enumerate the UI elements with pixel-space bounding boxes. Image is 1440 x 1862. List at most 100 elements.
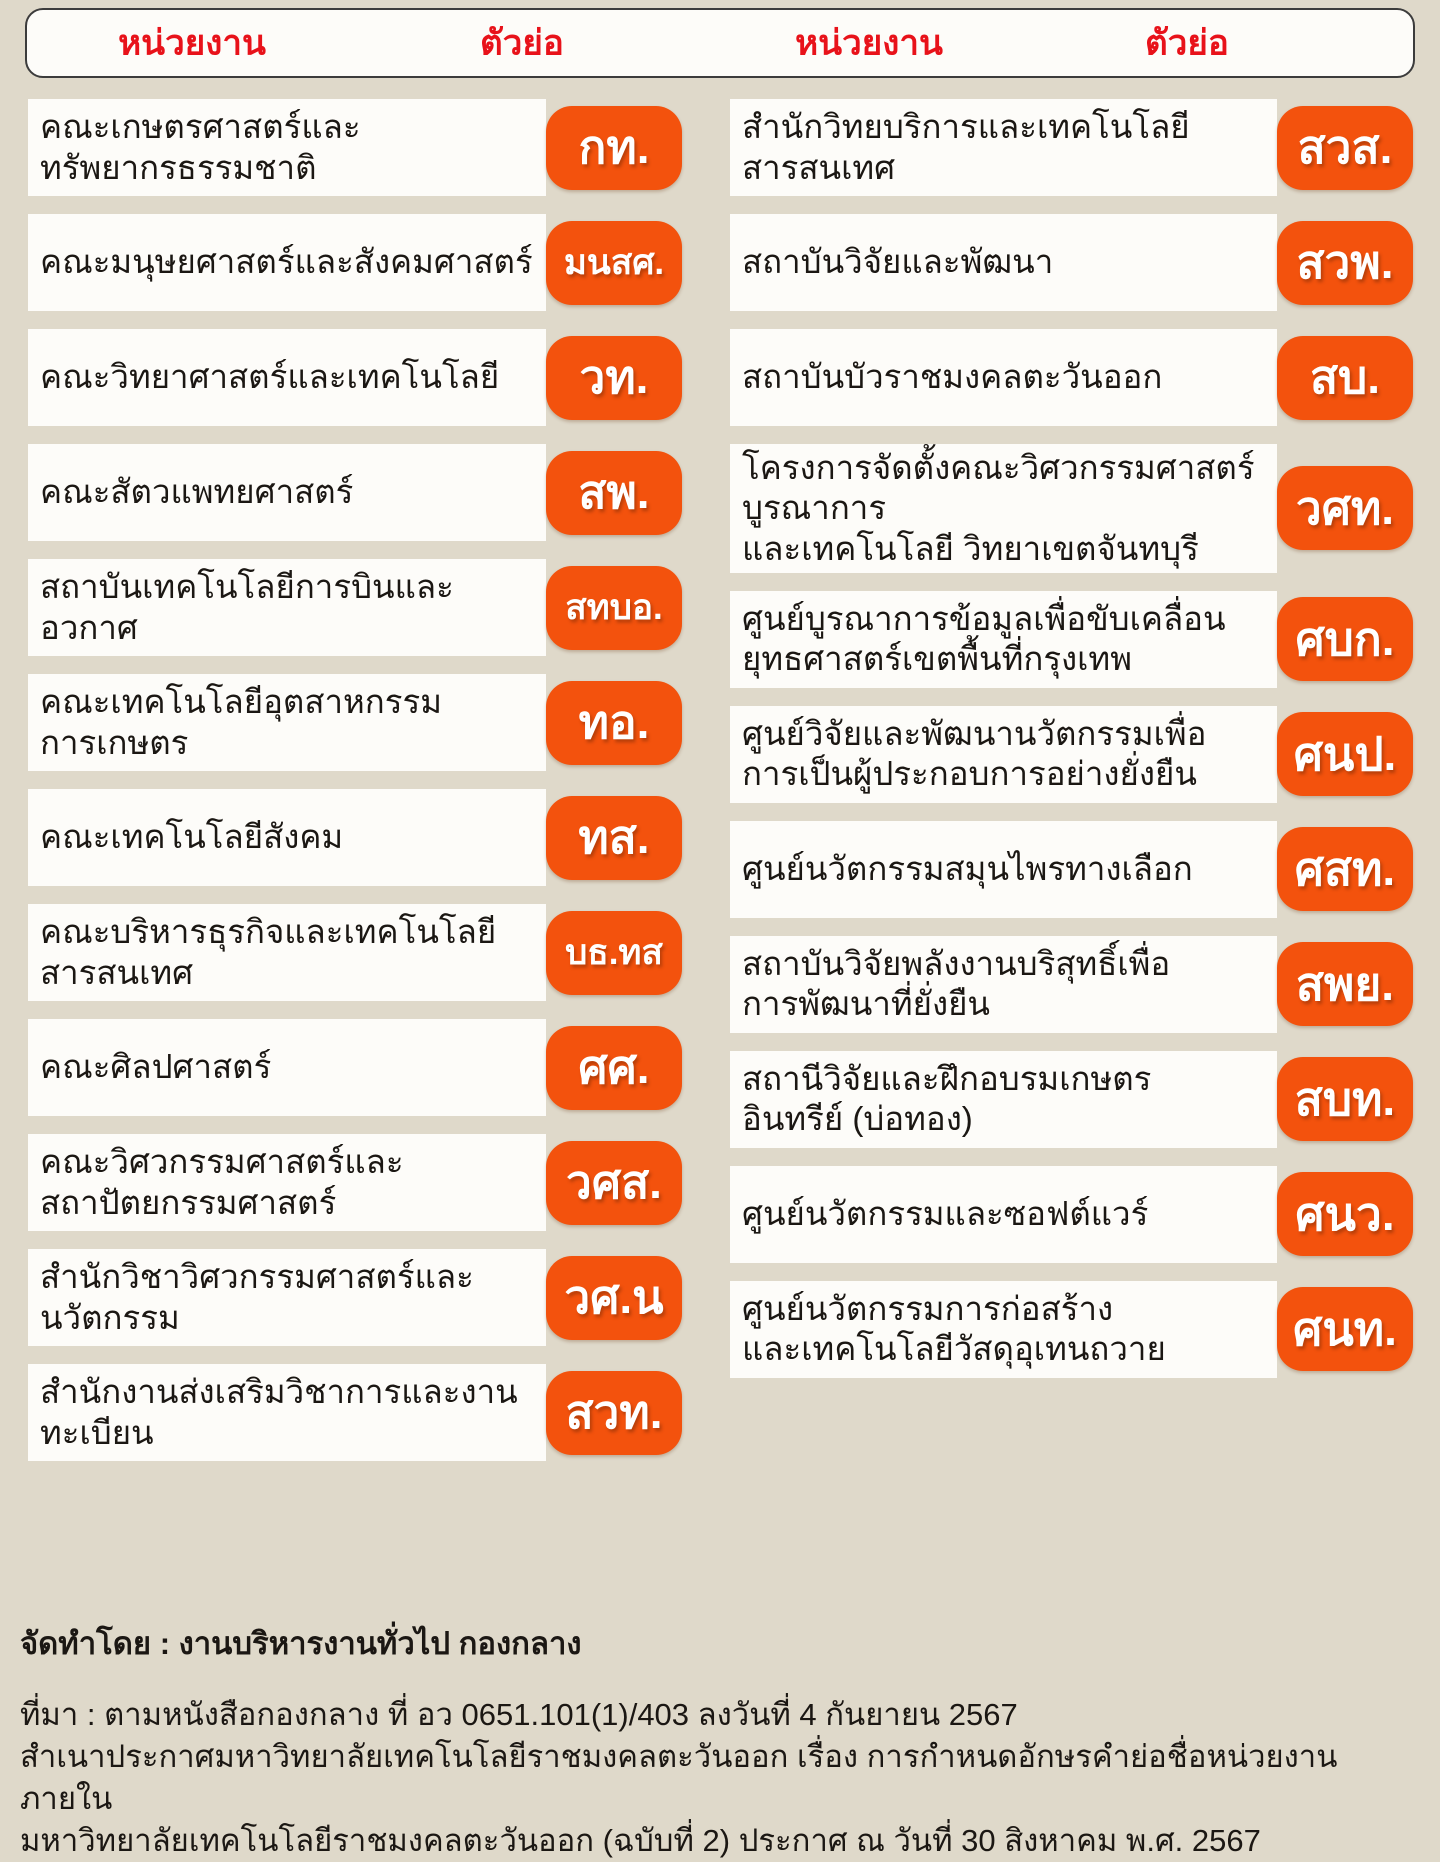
abbr-label: สพ. <box>578 466 650 518</box>
org-row: คณะวิศวกรรมศาสตร์และ สถาปัตยกรรมศาสตร์ ว… <box>28 1134 682 1231</box>
abbr-badge: สบท. <box>1277 1057 1413 1142</box>
abbr-badge: ศนท. <box>1277 1287 1413 1372</box>
abbr-badge: ทอ. <box>546 680 682 765</box>
org-row: คณะบริหารธุรกิจและเทคโนโลยีสารสนเทศ บธ.ท… <box>28 904 682 1001</box>
abbr-badge: ศบก. <box>1277 597 1413 682</box>
abbr-label: ศนว. <box>1295 1187 1395 1240</box>
org-row-box: สถาบันเทคโนโลยีการบินและอวกาศ <box>28 559 546 656</box>
org-name: สถาบันวิจัยและพัฒนา <box>742 243 1054 281</box>
abbr-badge: ศสท. <box>1277 827 1413 912</box>
org-name: คณะวิศวกรรมศาสตร์และ สถาปัตยกรรมศาสตร์ <box>40 1143 404 1221</box>
org-row: สำนักวิทยบริการและเทคโนโลยีสารสนเทศ สวส. <box>730 99 1413 196</box>
abbr-badge: วศส. <box>546 1140 682 1225</box>
org-row: คณะเทคโนโลยีสังคม ทส. <box>28 789 682 886</box>
org-row-box: ศูนย์นวัตกรรมและซอฟต์แวร์ <box>730 1165 1277 1263</box>
abbr-badge: วศ.น <box>546 1255 682 1340</box>
org-row: คณะเทคโนโลยีอุตสาหกรรมการเกษตร ทอ. <box>28 674 682 771</box>
abbr-label: บธ.ทส <box>565 933 663 972</box>
org-row: สถาบันบัวราชมงคลตะวันออก สบ. <box>730 329 1413 426</box>
org-row: โครงการจัดตั้งคณะวิศวกรรมศาสตร์บูรณาการ … <box>730 444 1413 573</box>
org-name: สถาบันบัวราชมงคลตะวันออก <box>742 358 1163 396</box>
abbr-label: ศศ. <box>578 1041 650 1093</box>
org-row-box: คณะสัตวแพทยศาสตร์ <box>28 444 546 541</box>
org-name: คณะบริหารธุรกิจและเทคโนโลยีสารสนเทศ <box>40 913 497 991</box>
org-name: คณะสัตวแพทยศาสตร์ <box>40 473 354 511</box>
prepared-by-line: จัดทำโดย : งานบริหารงานทั่วไป กองกลาง <box>20 1626 582 1661</box>
org-row-box: คณะเกษตรศาสตร์และทรัพยากรธรรมชาติ <box>28 99 546 196</box>
abbr-label: วศส. <box>566 1156 662 1208</box>
org-name: คณะวิทยาศาสตร์และเทคโนโลยี <box>40 358 500 396</box>
org-row-box: โครงการจัดตั้งคณะวิศวกรรมศาสตร์บูรณาการ … <box>730 444 1277 573</box>
abbr-label: ทส. <box>578 811 650 863</box>
source-line-3: มหาวิทยาลัยเทคโนโลยีราชมงคลตะวันออก (ฉบั… <box>20 1823 1261 1858</box>
abbr-label: สบ. <box>1309 351 1381 403</box>
org-row-box: คณะเทคโนโลยีอุตสาหกรรมการเกษตร <box>28 674 546 771</box>
org-row: สถาบันเทคโนโลยีการบินและอวกาศ สทบอ. <box>28 559 682 656</box>
table-header: หน่วยงาน ตัวย่อ หน่วยงาน ตัวย่อ <box>25 8 1415 78</box>
abbr-badge: ศนว. <box>1277 1172 1413 1257</box>
abbr-badge: สวท. <box>546 1370 682 1455</box>
abbr-badge: มนสศ. <box>546 220 682 305</box>
abbr-label: ศนป. <box>1293 727 1397 780</box>
abbr-badge: ทส. <box>546 795 682 880</box>
abbreviation-table: คณะเกษตรศาสตร์และทรัพยากรธรรมชาติ กท. คณ… <box>0 99 1440 1479</box>
abbr-badge: สบ. <box>1277 335 1413 420</box>
org-row: คณะสัตวแพทยศาสตร์ สพ. <box>28 444 682 541</box>
abbr-label: สพย. <box>1295 957 1395 1010</box>
org-row-box: ศูนย์นวัตกรรมสมุนไพรทางเลือก <box>730 820 1277 918</box>
org-row-box: สำนักวิชาวิศวกรรมศาสตร์และนวัตกรรม <box>28 1249 546 1346</box>
org-row: ศูนย์นวัตกรรมการก่อสร้าง และเทคโนโลยีวัส… <box>730 1280 1413 1378</box>
abbr-badge: ศนป. <box>1277 712 1413 797</box>
abbr-label: สวส. <box>1297 121 1393 173</box>
abbr-badge: สพย. <box>1277 942 1413 1027</box>
org-row-box: สถาบันวิจัยและพัฒนา <box>730 214 1277 311</box>
org-row-box: สถาบันบัวราชมงคลตะวันออก <box>730 329 1277 426</box>
left-column: คณะเกษตรศาสตร์และทรัพยากรธรรมชาติ กท. คณ… <box>28 99 682 1479</box>
org-row-box: ศูนย์วิจัยและพัฒนานวัตกรรมเพื่อ การเป็นผ… <box>730 705 1277 803</box>
abbr-badge: สพ. <box>546 450 682 535</box>
abbr-label: ทอ. <box>578 696 650 748</box>
source-line-2: สำเนาประกาศมหาวิทยาลัยเทคโนโลยีราชมงคลตะ… <box>20 1739 1338 1816</box>
abbr-label: วศท. <box>1295 481 1395 534</box>
org-row: ศูนย์วิจัยและพัฒนานวัตกรรมเพื่อ การเป็นผ… <box>730 705 1413 803</box>
org-row: สำนักงานส่งเสริมวิชาการและงานทะเบียน สวท… <box>28 1364 682 1461</box>
org-row-box: คณะวิศวกรรมศาสตร์และ สถาปัตยกรรมศาสตร์ <box>28 1134 546 1231</box>
org-row: สำนักวิชาวิศวกรรมศาสตร์และนวัตกรรม วศ.น <box>28 1249 682 1346</box>
org-name: ศูนย์นวัตกรรมสมุนไพรทางเลือก <box>742 850 1193 888</box>
org-row: สถาบันวิจัยพลังงานบริสุทธิ์เพื่อ การพัฒน… <box>730 935 1413 1033</box>
abbr-badge: สทบอ. <box>546 565 682 650</box>
org-row: คณะวิทยาศาสตร์และเทคโนโลยี วท. <box>28 329 682 426</box>
org-name: สำนักวิทยบริการและเทคโนโลยีสารสนเทศ <box>742 108 1190 186</box>
abbr-label: ศบก. <box>1295 612 1395 665</box>
org-name: สำนักวิชาวิศวกรรมศาสตร์และนวัตกรรม <box>40 1258 474 1336</box>
org-name: สำนักงานส่งเสริมวิชาการและงานทะเบียน <box>40 1373 518 1451</box>
abbr-badge: วท. <box>546 335 682 420</box>
header-abbr-left: ตัวย่อ <box>480 23 564 63</box>
org-row: ศูนย์นวัตกรรมและซอฟต์แวร์ ศนว. <box>730 1165 1413 1263</box>
org-name: คณะศิลปศาสตร์ <box>40 1048 272 1086</box>
abbr-badge: สวพ. <box>1277 220 1413 305</box>
org-row: ศูนย์นวัตกรรมสมุนไพรทางเลือก ศสท. <box>730 820 1413 918</box>
header-unit-right: หน่วยงาน <box>795 23 943 63</box>
org-row-box: คณะศิลปศาสตร์ <box>28 1019 546 1116</box>
org-name: คณะเทคโนโลยีสังคม <box>40 818 344 856</box>
org-name: สถาบันวิจัยพลังงานบริสุทธิ์เพื่อ การพัฒน… <box>742 945 1171 1023</box>
abbr-badge: บธ.ทส <box>546 910 682 995</box>
org-row-box: ศูนย์นวัตกรรมการก่อสร้าง และเทคโนโลยีวัส… <box>730 1280 1277 1378</box>
org-row-box: ศูนย์บูรณาการข้อมูลเพื่อขับเคลื่อน ยุทธศ… <box>730 590 1277 688</box>
abbr-badge: สวส. <box>1277 105 1413 190</box>
abbr-badge: ศศ. <box>546 1025 682 1110</box>
abbr-label: ศสท. <box>1294 842 1396 895</box>
org-row-box: สำนักวิทยบริการและเทคโนโลยีสารสนเทศ <box>730 99 1277 196</box>
org-name: คณะเกษตรศาสตร์และทรัพยากรธรรมชาติ <box>40 108 361 186</box>
org-name: ศูนย์นวัตกรรมและซอฟต์แวร์ <box>742 1195 1149 1233</box>
abbr-label: มนสศ. <box>563 243 665 282</box>
org-row-box: คณะมนุษยศาสตร์และสังคมศาสตร์ <box>28 214 546 311</box>
org-name: โครงการจัดตั้งคณะวิศวกรรมศาสตร์บูรณาการ … <box>742 449 1255 567</box>
abbr-badge: วศท. <box>1277 466 1413 551</box>
source-line-1: ที่มา : ตามหนังสือกองกลาง ที่ อว 0651.10… <box>20 1697 1018 1732</box>
org-row-box: สถานีวิจัยและฝึกอบรมเกษตร อินทรีย์ (บ่อท… <box>730 1050 1277 1148</box>
org-row-box: คณะบริหารธุรกิจและเทคโนโลยีสารสนเทศ <box>28 904 546 1001</box>
abbr-label: สบท. <box>1294 1072 1396 1125</box>
abbr-badge: กท. <box>546 105 682 190</box>
